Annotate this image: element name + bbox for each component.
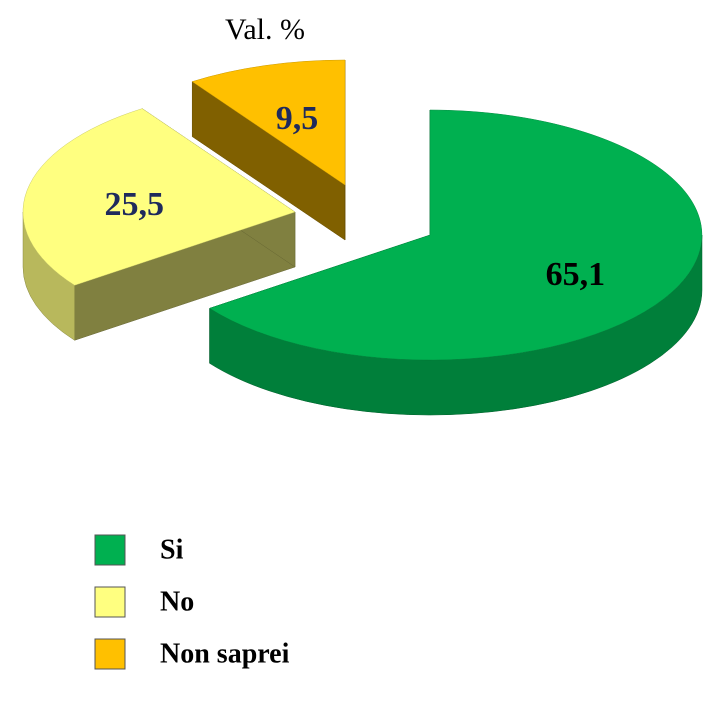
data-label: 9,5 [276, 100, 319, 137]
legend-swatch [94, 534, 126, 566]
legend-label: No [160, 586, 194, 617]
data-label: 25,5 [105, 186, 165, 223]
legend-label: Si [160, 534, 184, 565]
slice-top [22, 108, 296, 286]
legend-label: Non saprei [160, 638, 290, 669]
pie-slice [191, 59, 346, 241]
pie-slice [22, 108, 296, 341]
legend-swatch [94, 586, 126, 618]
chart-title: Val. % [225, 13, 305, 46]
slice-top [191, 59, 346, 186]
legend-swatch [94, 638, 126, 670]
slice-top [209, 109, 703, 361]
data-label: 65,1 [546, 256, 606, 293]
pie-slice [209, 109, 703, 416]
